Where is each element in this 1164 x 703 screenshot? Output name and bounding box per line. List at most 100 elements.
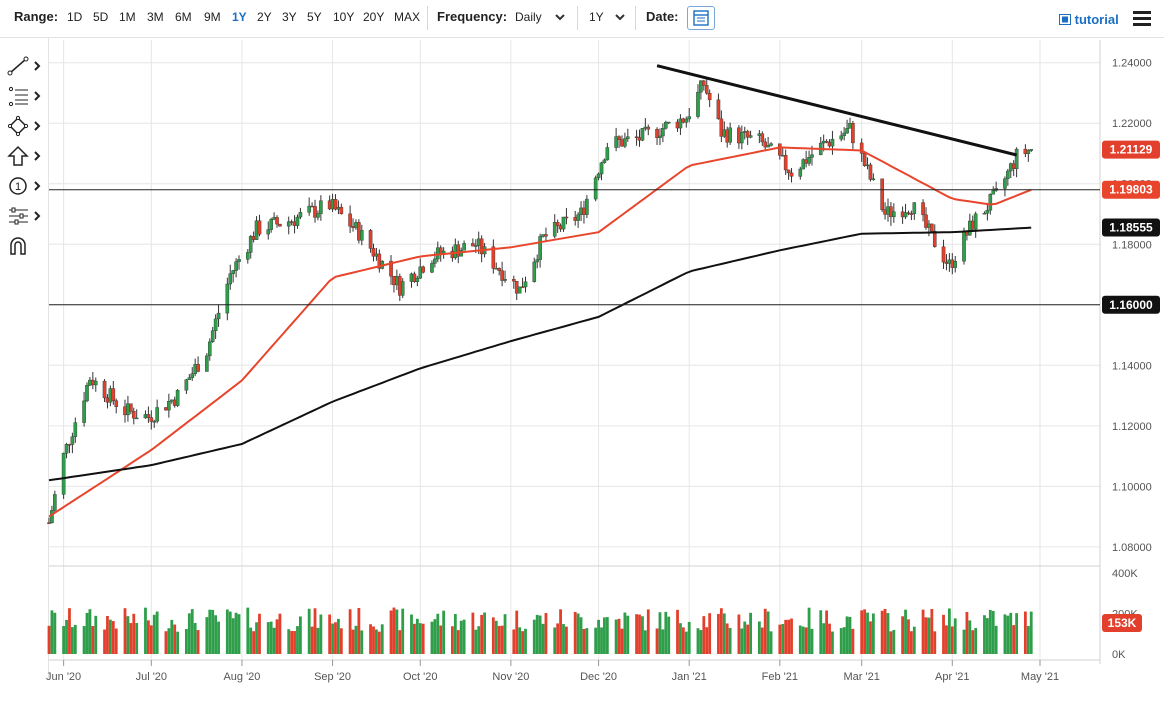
range-button-1y[interactable]: 1Y xyxy=(232,10,247,24)
chevron-down-icon[interactable] xyxy=(613,10,627,24)
volume-bar xyxy=(1015,613,1019,654)
volume-bar xyxy=(1023,611,1027,654)
candle-body xyxy=(1029,149,1034,151)
candle-body xyxy=(134,417,139,420)
volume-bar xyxy=(164,631,168,654)
candle-body xyxy=(704,85,709,94)
candle-body xyxy=(523,281,528,288)
volume-bar xyxy=(491,617,495,654)
candle-body xyxy=(190,373,195,379)
volume-bar xyxy=(500,625,504,654)
candle-body xyxy=(655,128,659,138)
volume-bar xyxy=(845,616,849,654)
candle-body xyxy=(906,212,911,214)
fibonacci-tool[interactable] xyxy=(6,84,44,108)
annotation-tool[interactable]: 1 xyxy=(6,174,44,198)
range-button-max[interactable]: MAX xyxy=(394,10,421,24)
candle-body xyxy=(333,199,338,210)
volume-bar xyxy=(255,622,258,654)
volume-bar xyxy=(480,614,484,654)
indicators-tool[interactable] xyxy=(6,204,44,228)
range-button-20y[interactable]: 20Y xyxy=(363,10,385,24)
volume-bar xyxy=(766,611,770,654)
volume-bar xyxy=(418,623,422,654)
range-button-1d[interactable]: 1D xyxy=(67,10,83,24)
volume-bar xyxy=(456,630,460,654)
volume-bar xyxy=(155,611,159,654)
calendar-button[interactable] xyxy=(687,6,715,30)
volume-bar xyxy=(436,613,440,654)
candle-body xyxy=(965,231,969,236)
volume-bar xyxy=(307,608,311,654)
candle-body xyxy=(476,238,481,246)
range-button-3m[interactable]: 3M xyxy=(147,10,164,24)
candle-body xyxy=(564,216,569,219)
volume-bar xyxy=(266,622,270,654)
candle-body xyxy=(599,162,604,175)
arrow-tool[interactable] xyxy=(6,144,44,168)
volume-bar xyxy=(62,626,66,654)
range-button-3y[interactable]: 3Y xyxy=(282,10,297,24)
volume-bar xyxy=(603,617,606,654)
candle-body xyxy=(129,403,133,412)
candle-body xyxy=(678,118,683,129)
candle-body xyxy=(605,147,610,161)
frequency-label: Frequency: xyxy=(437,9,508,24)
volume-bar xyxy=(790,618,793,654)
menu-icon[interactable] xyxy=(1133,10,1151,26)
range-button-2y[interactable]: 2Y xyxy=(257,10,272,24)
volume-bar xyxy=(597,619,600,654)
candle-body xyxy=(544,234,548,237)
candle-body xyxy=(716,99,721,120)
volume-bar xyxy=(842,627,846,654)
chevron-down-icon[interactable] xyxy=(553,10,567,24)
range-button-5d[interactable]: 5D xyxy=(93,10,109,24)
range-button-6m[interactable]: 6M xyxy=(175,10,192,24)
divider xyxy=(635,6,636,30)
volume-bar xyxy=(559,609,562,654)
date-tick-label: Jul '20 xyxy=(136,671,167,683)
candle-body xyxy=(640,128,645,141)
range-button-10y[interactable]: 10Y xyxy=(333,10,355,24)
volume-bar xyxy=(205,617,209,654)
candle-body xyxy=(108,388,113,403)
line-tool[interactable] xyxy=(6,54,44,78)
candle-body xyxy=(900,211,905,218)
candle-body xyxy=(149,417,154,422)
volume-bar xyxy=(626,615,630,654)
candle-body xyxy=(824,140,829,143)
price-tag-last: 1.21129 xyxy=(1110,143,1153,157)
volume-bar xyxy=(696,628,700,654)
candle-body xyxy=(783,155,788,171)
tutorial-link[interactable]: tutorial xyxy=(1059,12,1119,27)
volume-bar xyxy=(398,630,402,654)
shapes-tool[interactable] xyxy=(6,114,44,138)
period-select[interactable]: 1Y xyxy=(589,10,604,24)
magnet-tool[interactable] xyxy=(6,234,44,258)
volume-bar xyxy=(114,628,118,654)
volume-bar xyxy=(725,623,729,654)
candle-body xyxy=(479,238,484,255)
volume-bar xyxy=(643,630,647,654)
frequency-select[interactable]: Daily xyxy=(515,10,542,24)
range-button-5y[interactable]: 5Y xyxy=(307,10,322,24)
range-button-9m[interactable]: 9M xyxy=(204,10,221,24)
candle-body xyxy=(821,140,826,144)
volume-bar xyxy=(819,610,823,654)
volume-bar xyxy=(904,609,907,654)
candle-body xyxy=(336,206,341,210)
candle-body xyxy=(167,401,171,411)
volume-bar xyxy=(532,619,536,654)
candle-body xyxy=(187,377,192,380)
candle-body xyxy=(397,276,402,296)
candle-body xyxy=(298,212,303,218)
range-button-1m[interactable]: 1M xyxy=(119,10,136,24)
volume-bar xyxy=(395,609,399,654)
volume-bar xyxy=(170,619,174,654)
volume-bar xyxy=(337,618,340,654)
volume-bar xyxy=(287,629,291,654)
date-tick-label: Apr '21 xyxy=(935,671,970,683)
volume-bar xyxy=(167,628,171,654)
volume-bar xyxy=(451,626,454,654)
